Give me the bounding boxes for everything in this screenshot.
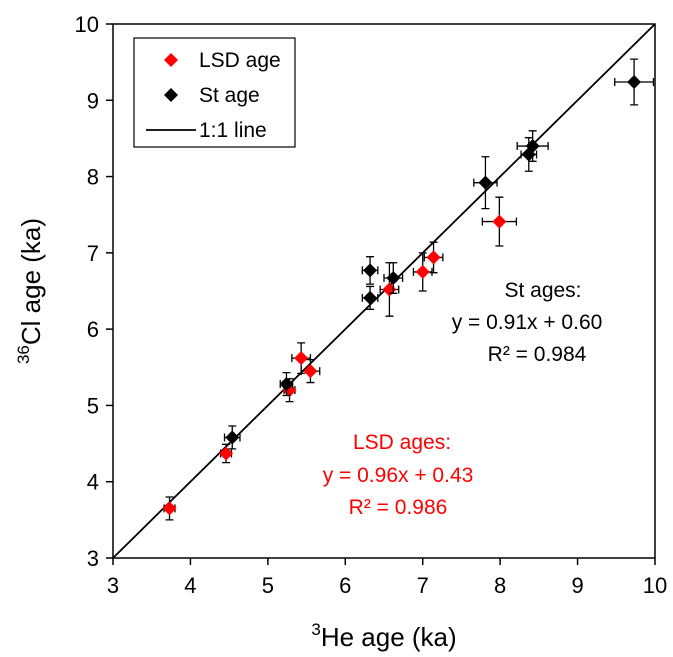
x-tick-label: 6 xyxy=(339,573,351,598)
y-tick-label: 7 xyxy=(87,241,99,266)
x-axis-title-sup: 3 xyxy=(311,620,320,639)
st-stats-line-1: St ages: xyxy=(504,279,581,302)
point-lsd-age xyxy=(426,250,441,265)
point-st-age xyxy=(363,263,378,278)
point-lsd-age xyxy=(219,446,234,461)
lsd-stats-line-3: R² = 0.986 xyxy=(349,496,448,519)
point-st-age xyxy=(525,139,540,154)
point-lsd-age xyxy=(162,501,177,516)
x-tick-label: 8 xyxy=(494,573,506,598)
point-st-age xyxy=(363,290,378,305)
point-st-age xyxy=(279,377,294,392)
x-tick-label: 9 xyxy=(571,573,583,598)
axis-ticks: 3 4 5 6 7 8 9 10 3 4 5 6 7 8 9 10 xyxy=(75,12,668,598)
point-lsd-age xyxy=(415,264,430,279)
y-tick-label: 3 xyxy=(87,546,99,571)
lsd-stats-annotation: LSD ages: y = 0.96x + 0.43 R² = 0.986 xyxy=(323,431,474,519)
y-tick-label: 4 xyxy=(87,470,99,495)
legend-symbol-st xyxy=(164,88,178,102)
point-st-age xyxy=(386,271,401,286)
x-axis-title: 3He age (ka) xyxy=(311,620,456,652)
x-tick-label: 10 xyxy=(643,573,667,598)
y-tick-label: 9 xyxy=(87,88,99,113)
point-st-age xyxy=(225,430,240,445)
point-st-age xyxy=(627,74,642,89)
legend-label-lsd: LSD age xyxy=(199,49,281,72)
lsd-stats-line-1: LSD ages: xyxy=(353,431,451,454)
plot-frame xyxy=(112,23,656,559)
lsd-stats-line-2: y = 0.96x + 0.43 xyxy=(323,464,474,487)
x-tick-label: 3 xyxy=(107,573,119,598)
x-tick-label: 4 xyxy=(184,573,196,598)
x-axis-title-text: He age (ka) xyxy=(321,622,457,652)
y-tick-label: 8 xyxy=(87,165,99,190)
point-lsd-age xyxy=(303,364,318,379)
plot-marks xyxy=(112,23,656,559)
point-lsd-age xyxy=(492,214,507,229)
legend: LSD age St age 1:1 line xyxy=(133,37,296,148)
legend-label-st: St age xyxy=(199,84,260,107)
legend-symbol-lsd xyxy=(164,53,178,67)
st-stats-line-3: R² = 0.984 xyxy=(488,343,587,366)
y-axis-title-sup: 36 xyxy=(14,345,33,364)
y-axis-title: 36Cl age (ka) xyxy=(14,218,46,364)
y-axis-title-text: Cl age (ka) xyxy=(16,218,46,345)
x-tick-label: 5 xyxy=(262,573,274,598)
y-tick-label: 5 xyxy=(87,393,99,418)
x-tick-label: 7 xyxy=(417,573,429,598)
series-st-age xyxy=(223,58,655,450)
y-tick-label: 6 xyxy=(87,317,99,342)
point-lsd-age xyxy=(294,351,309,366)
st-stats-line-2: y = 0.91x + 0.60 xyxy=(452,311,603,334)
st-stats-annotation: St ages: y = 0.91x + 0.60 R² = 0.984 xyxy=(452,279,603,366)
legend-box xyxy=(133,37,296,148)
point-st-age xyxy=(478,175,493,190)
legend-label-1to1: 1:1 line xyxy=(199,119,267,142)
y-tick-label: 10 xyxy=(75,12,99,37)
